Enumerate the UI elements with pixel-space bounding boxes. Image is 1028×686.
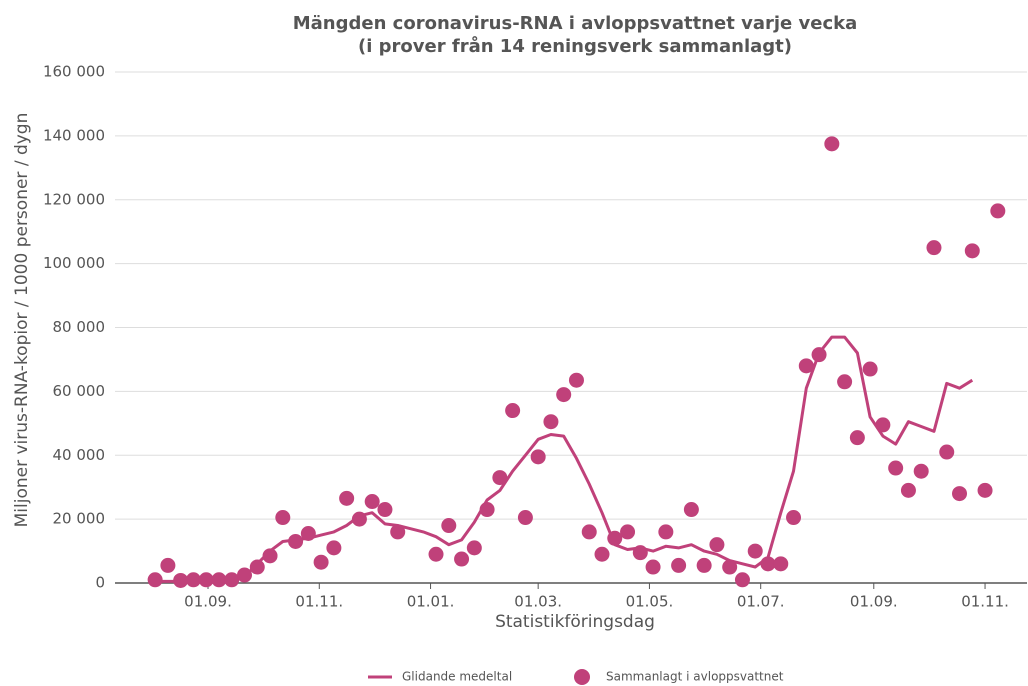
scatter-point xyxy=(696,557,712,573)
chart-title: Mängden coronavirus-RNA i avloppsvattnet… xyxy=(293,13,858,34)
y-tick-label: 100 000 xyxy=(43,254,105,272)
scatter-point xyxy=(224,572,240,588)
scatter-point xyxy=(773,556,789,572)
scatter-point xyxy=(211,572,227,588)
scatter-point xyxy=(798,358,814,374)
scatter-point xyxy=(734,572,750,588)
scatter-point xyxy=(964,243,980,259)
scatter-point xyxy=(926,240,942,256)
x-tick-label: 01.01. xyxy=(407,593,455,611)
y-tick-label: 0 xyxy=(95,574,105,592)
scatter-point xyxy=(313,554,329,570)
scatter-point xyxy=(862,361,878,377)
scatter-point xyxy=(160,557,176,573)
scatter-point xyxy=(198,572,214,588)
y-tick-label: 80 000 xyxy=(53,318,106,336)
scatter-point xyxy=(428,546,444,562)
scatter-point xyxy=(505,403,521,419)
x-tick-label: 01.03. xyxy=(514,593,562,611)
scatter-point xyxy=(351,511,367,527)
y-tick-label: 120 000 xyxy=(43,190,105,208)
scatter-point xyxy=(875,417,891,433)
x-tick-label: 01.11. xyxy=(295,593,343,611)
scatter-point xyxy=(326,540,342,556)
y-tick-label: 160 000 xyxy=(43,63,105,81)
y-tick-label: 40 000 xyxy=(53,446,106,464)
scatter-point xyxy=(173,572,189,588)
chart-subtitle: (i prover från 14 reningsverk sammanlagt… xyxy=(358,35,792,57)
scatter-point xyxy=(262,548,278,564)
scatter-point xyxy=(620,524,636,540)
y-axis-label: Miljoner virus-RNA-kopior / 1000 persone… xyxy=(12,113,32,528)
scatter-point xyxy=(900,482,916,498)
scatter-point xyxy=(683,502,699,518)
y-tick-label: 20 000 xyxy=(53,510,106,528)
scatter-point xyxy=(147,572,163,588)
y-tick-label: 140 000 xyxy=(43,126,105,144)
scatter-point xyxy=(977,482,993,498)
scatter-point xyxy=(645,559,661,575)
scatter-point xyxy=(581,524,597,540)
scatter-point xyxy=(249,559,265,575)
scatter-point xyxy=(339,490,355,506)
x-tick-label: 01.05. xyxy=(626,593,674,611)
scatter-point xyxy=(556,387,572,403)
scatter-point xyxy=(722,559,738,575)
scatter-point xyxy=(530,449,546,465)
x-tick-label: 01.11. xyxy=(961,593,1009,611)
scatter-point xyxy=(939,444,955,460)
x-axis-label: Statistikföringsdag xyxy=(495,612,655,632)
legend-symbol xyxy=(574,669,590,685)
scatter-point xyxy=(543,414,559,430)
scatter-point xyxy=(517,510,533,526)
x-tick-label: 01.09. xyxy=(850,593,898,611)
legend-label: Sammanlagt i avloppsvattnet xyxy=(606,670,784,684)
legend-label: Glidande medeltal xyxy=(402,670,512,684)
scatter-point xyxy=(300,525,316,541)
scatter-point xyxy=(364,494,380,510)
scatter-point xyxy=(492,470,508,486)
scatter-point xyxy=(594,546,610,562)
scatter-point xyxy=(913,463,929,479)
scatter-point xyxy=(760,556,776,572)
scatter-point xyxy=(888,460,904,476)
scatter-point xyxy=(441,518,457,534)
scatter-point xyxy=(390,524,406,540)
scatter-point xyxy=(185,572,201,588)
scatter-point xyxy=(671,557,687,573)
scatter-point xyxy=(275,510,291,526)
x-tick-label: 01.07. xyxy=(737,593,785,611)
x-tick-label: 01.09. xyxy=(184,593,232,611)
scatter-point xyxy=(786,510,802,526)
scatter-point xyxy=(658,524,674,540)
scatter-point xyxy=(824,136,840,152)
scatter-point xyxy=(952,486,968,502)
scatter-point xyxy=(990,203,1006,219)
scatter-point xyxy=(607,530,623,546)
scatter-point xyxy=(377,502,393,518)
scatter-point xyxy=(747,543,763,559)
scatter-point xyxy=(837,374,853,390)
scatter-point xyxy=(479,502,495,518)
scatter-point xyxy=(237,567,253,583)
scatter-point xyxy=(568,372,584,388)
y-tick-label: 60 000 xyxy=(53,382,106,400)
scatter-point xyxy=(632,545,648,561)
scatter-point xyxy=(709,537,725,553)
scatter-point xyxy=(288,533,304,549)
scatter-point xyxy=(849,430,865,446)
scatter-point xyxy=(466,540,482,556)
line-series xyxy=(155,335,974,583)
scatter-point xyxy=(454,551,470,567)
scatter-point xyxy=(811,347,827,363)
